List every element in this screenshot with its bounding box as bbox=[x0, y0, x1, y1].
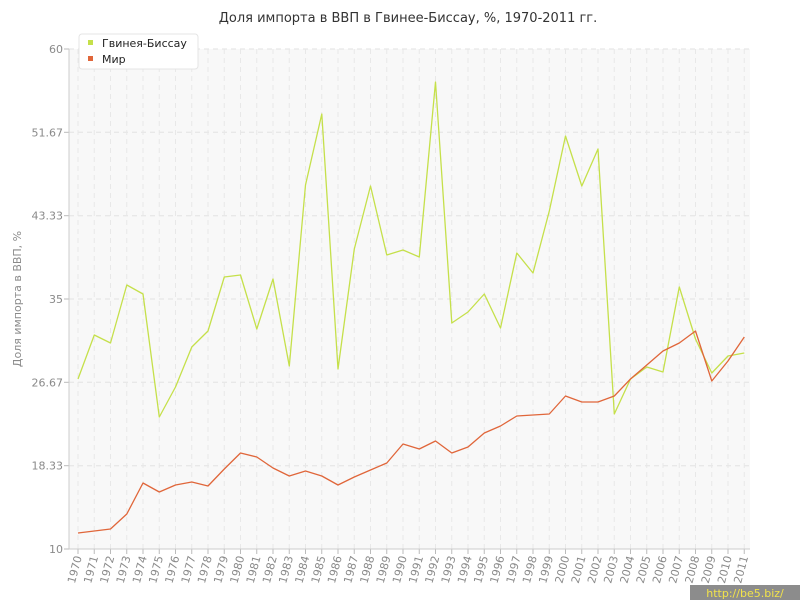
series-line-world bbox=[77, 330, 745, 534]
y-axis-label: Доля импорта в ВВП, % bbox=[11, 231, 24, 367]
legend-label-world: Мир bbox=[102, 53, 126, 66]
y-tick-label: 26.67 bbox=[32, 376, 64, 389]
y-tick-label: 51.67 bbox=[32, 126, 64, 139]
y-tick-label: 60 bbox=[49, 43, 63, 56]
y-tick-label: 10 bbox=[49, 543, 63, 556]
series-lines bbox=[77, 81, 745, 534]
axes bbox=[64, 48, 750, 554]
legend-swatch-world bbox=[88, 56, 93, 61]
chart-title: Доля импорта в ВВП в Гвинее-Биссау, %, 1… bbox=[219, 11, 598, 26]
y-tick-label: 18.33 bbox=[32, 460, 64, 473]
y-tick-label: 35 bbox=[49, 293, 63, 306]
grid-lines bbox=[69, 48, 750, 549]
legend-label-guinea-bissau: Гвинея-Биссау bbox=[102, 37, 187, 50]
y-tick-labels: 10 18.33 26.67 35 43.33 51.67 60 bbox=[32, 43, 64, 556]
y-tick-label: 43.33 bbox=[32, 210, 64, 223]
legend-box bbox=[78, 33, 199, 70]
watermark[interactable]: http://be5.biz/ bbox=[706, 587, 784, 600]
watermark-background bbox=[690, 585, 800, 600]
x-tick-labels: 1970197119721973197419751976197719781979… bbox=[65, 554, 751, 584]
legend: Гвинея-Биссау Мир bbox=[78, 33, 199, 70]
legend-swatch-guinea-bissau bbox=[88, 40, 93, 45]
